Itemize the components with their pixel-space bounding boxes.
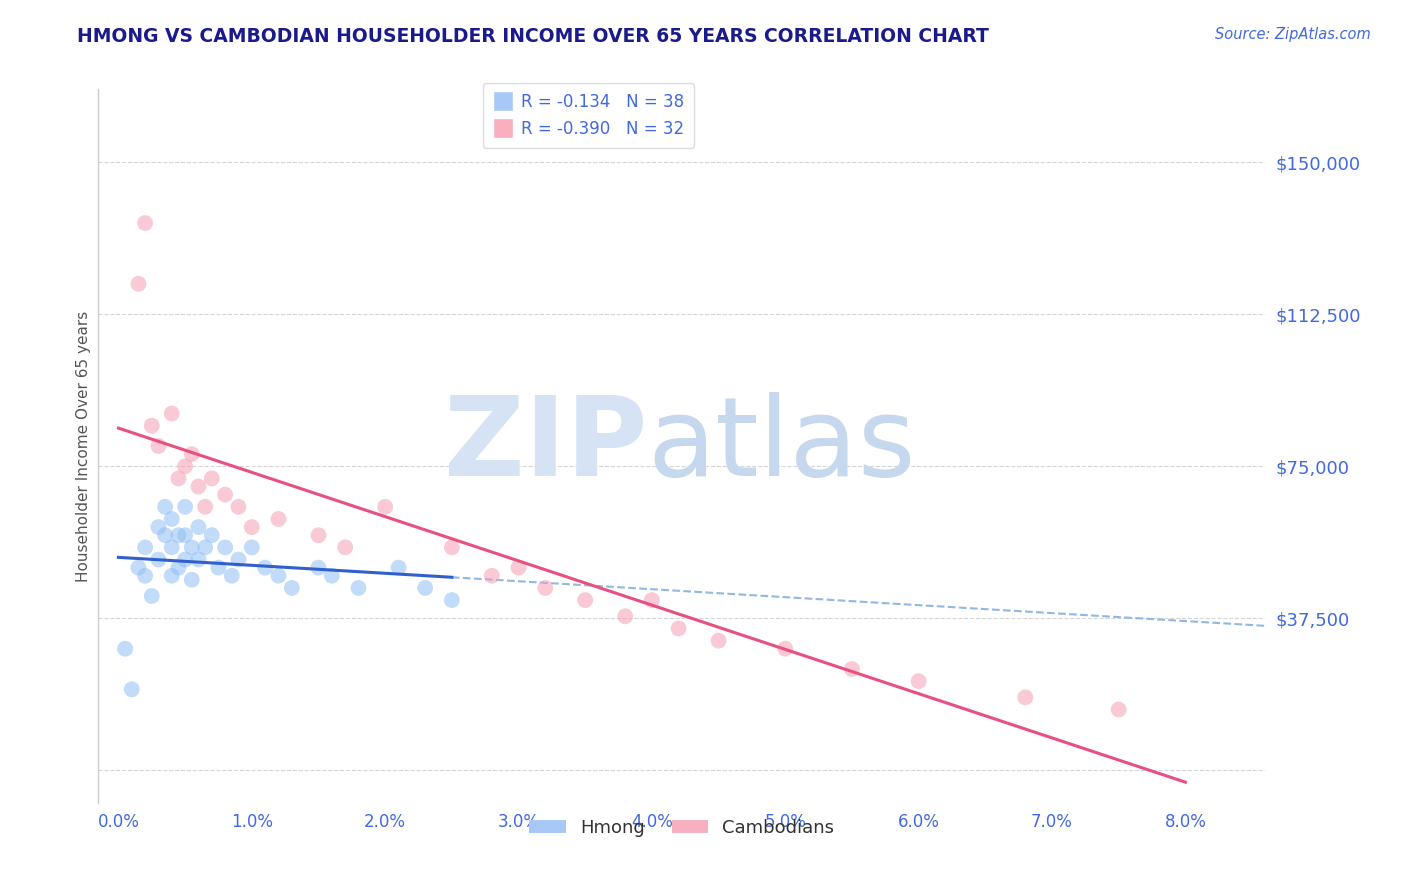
Point xyxy=(201,528,224,542)
Point xyxy=(534,581,557,595)
Point xyxy=(194,500,217,514)
Point xyxy=(281,581,304,595)
Point xyxy=(1014,690,1036,705)
Point xyxy=(148,520,170,534)
Point xyxy=(160,407,183,421)
Point xyxy=(707,633,730,648)
Point xyxy=(228,500,250,514)
Point xyxy=(187,479,209,493)
Point xyxy=(180,447,202,461)
Point xyxy=(1108,702,1130,716)
Y-axis label: Householder Income Over 65 years: Householder Income Over 65 years xyxy=(76,310,91,582)
Point xyxy=(254,560,277,574)
Point xyxy=(641,593,664,607)
Point xyxy=(228,552,250,566)
Point xyxy=(134,568,156,582)
Point xyxy=(907,674,929,689)
Text: atlas: atlas xyxy=(647,392,915,500)
Point xyxy=(333,541,356,555)
Point xyxy=(148,552,170,566)
Point xyxy=(127,560,149,574)
Point xyxy=(153,528,176,542)
Legend: Hmong, Cambodians: Hmong, Cambodians xyxy=(522,812,842,844)
Point xyxy=(347,581,370,595)
Point xyxy=(308,528,330,542)
Point xyxy=(841,662,863,676)
Point xyxy=(508,560,530,574)
Point xyxy=(440,541,463,555)
Point xyxy=(668,622,690,636)
Point xyxy=(614,609,637,624)
Point xyxy=(141,418,163,433)
Point xyxy=(775,641,797,656)
Point xyxy=(214,541,236,555)
Point xyxy=(413,581,436,595)
Point xyxy=(240,541,263,555)
Point xyxy=(134,216,156,230)
Point xyxy=(141,589,163,603)
Point xyxy=(134,541,156,555)
Point xyxy=(121,682,143,697)
Point xyxy=(167,471,190,485)
Point xyxy=(174,500,197,514)
Point xyxy=(240,520,263,534)
Point xyxy=(308,560,330,574)
Point xyxy=(174,528,197,542)
Point xyxy=(194,541,217,555)
Point xyxy=(267,568,290,582)
Point xyxy=(481,568,503,582)
Point xyxy=(574,593,596,607)
Point xyxy=(374,500,396,514)
Point xyxy=(167,528,190,542)
Point xyxy=(221,568,243,582)
Text: ZIP: ZIP xyxy=(443,392,647,500)
Point xyxy=(207,560,229,574)
Point xyxy=(114,641,136,656)
Point xyxy=(321,568,343,582)
Point xyxy=(160,541,183,555)
Point xyxy=(148,439,170,453)
Point xyxy=(160,512,183,526)
Point xyxy=(127,277,149,291)
Point xyxy=(180,541,202,555)
Point xyxy=(387,560,409,574)
Point xyxy=(174,459,197,474)
Point xyxy=(174,552,197,566)
Point xyxy=(167,560,190,574)
Text: Source: ZipAtlas.com: Source: ZipAtlas.com xyxy=(1215,27,1371,42)
Point xyxy=(267,512,290,526)
Point xyxy=(214,488,236,502)
Text: HMONG VS CAMBODIAN HOUSEHOLDER INCOME OVER 65 YEARS CORRELATION CHART: HMONG VS CAMBODIAN HOUSEHOLDER INCOME OV… xyxy=(77,27,990,45)
Point xyxy=(160,568,183,582)
Point xyxy=(180,573,202,587)
Point xyxy=(187,552,209,566)
Point xyxy=(153,500,176,514)
Point xyxy=(187,520,209,534)
Point xyxy=(201,471,224,485)
Point xyxy=(440,593,463,607)
